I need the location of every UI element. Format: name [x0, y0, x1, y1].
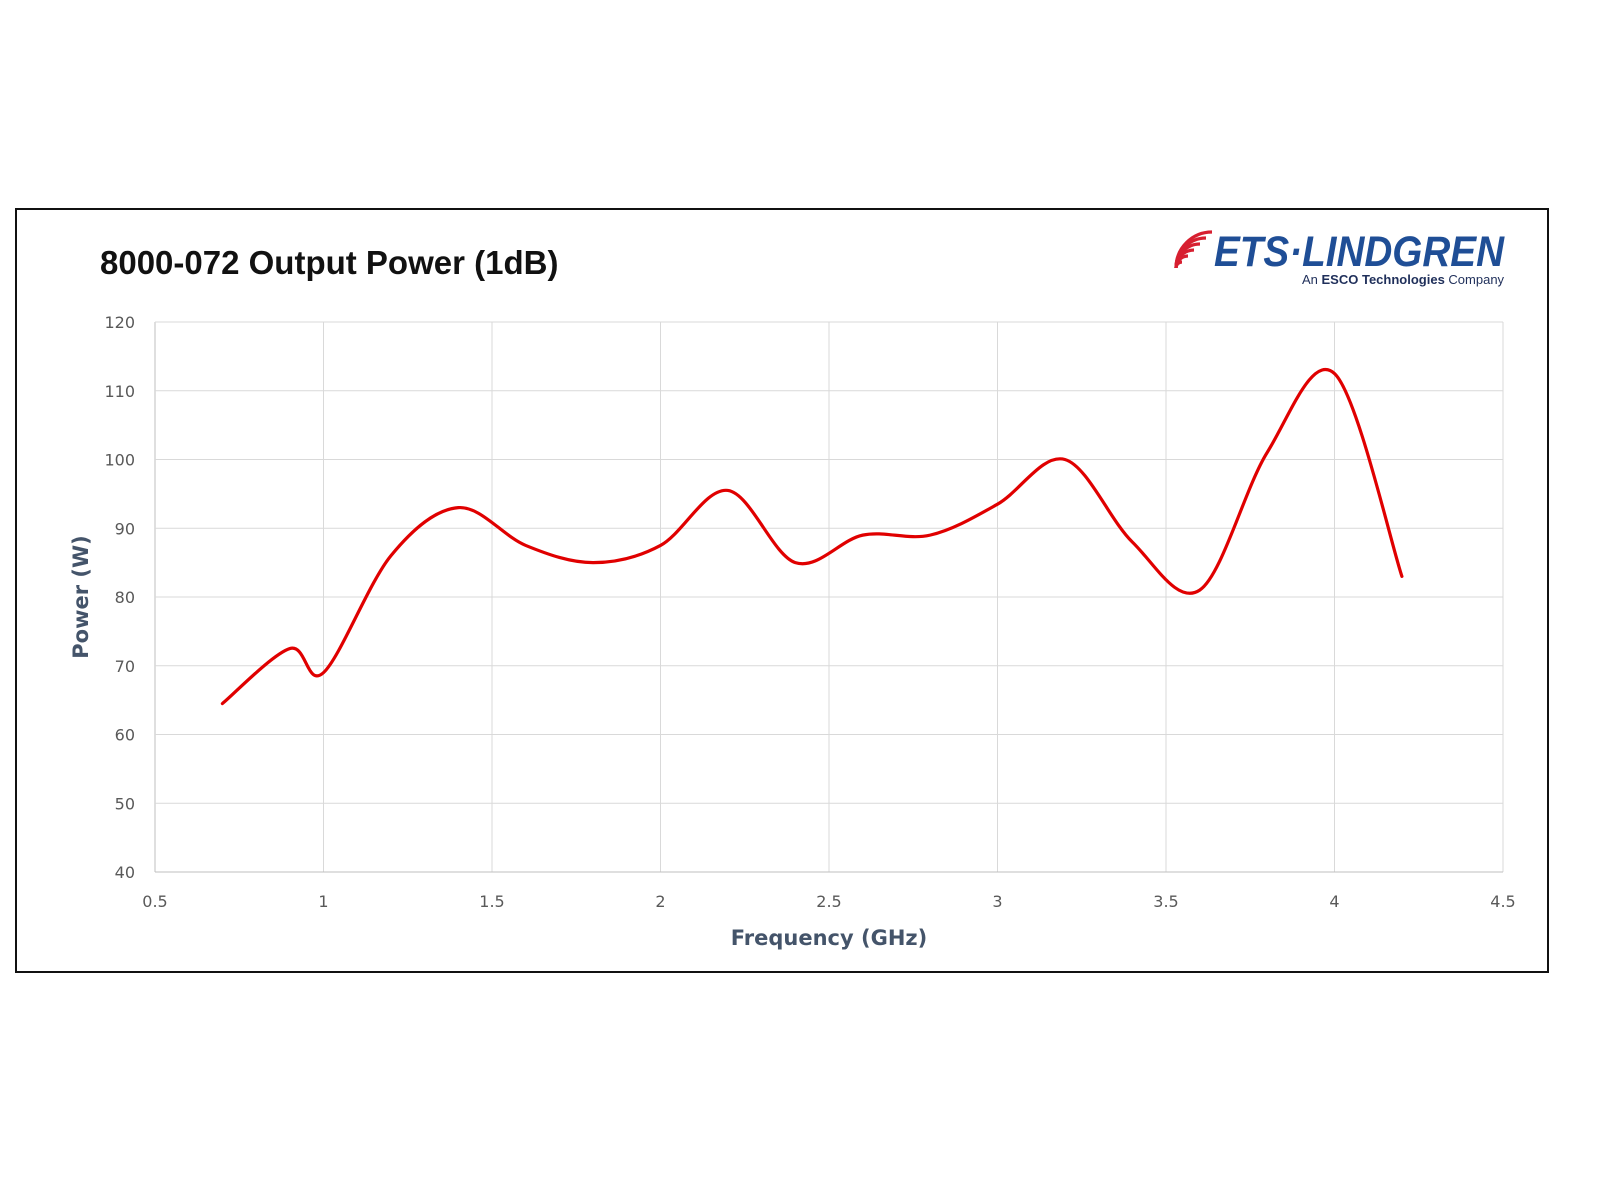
y-tick-label: 100 — [104, 451, 135, 470]
y-tick-label: 120 — [104, 313, 135, 332]
logo-brand: ETS·LINDGREN — [1214, 228, 1505, 276]
y-tick-label: 60 — [115, 726, 135, 745]
x-axis-label: Frequency (GHz) — [731, 926, 927, 950]
x-tick-label: 4 — [1329, 892, 1339, 911]
x-tick-label: 2 — [655, 892, 665, 911]
y-tick-label: 40 — [115, 863, 135, 882]
series-line-output-power — [220, 368, 1404, 706]
y-tick-label: 110 — [104, 382, 135, 401]
chart-title: 8000-072 Output Power (1dB) — [100, 244, 559, 281]
x-tick-label: 0.5 — [142, 892, 167, 911]
y-tick-label: 50 — [115, 794, 135, 813]
x-tick-label: 1.5 — [479, 892, 504, 911]
y-axis-label: Power (W) — [69, 535, 93, 659]
x-tick-label: 4.5 — [1490, 892, 1515, 911]
chart-frame — [15, 208, 1549, 973]
logo-tagline: An ESCO Technologies Company — [1302, 272, 1505, 287]
x-tick-label: 3.5 — [1153, 892, 1178, 911]
signal-waves-icon — [1174, 230, 1213, 269]
y-tick-label: 90 — [115, 519, 135, 538]
y-tick-label: 70 — [115, 657, 135, 676]
x-tick-label: 3 — [992, 892, 1002, 911]
y-tick-label: 80 — [115, 588, 135, 607]
ets-lindgren-logo: ETS·LINDGREN An ESCO Technologies Compan… — [1174, 228, 1505, 287]
x-tick-label: 1 — [318, 892, 328, 911]
x-tick-label: 2.5 — [816, 892, 841, 911]
